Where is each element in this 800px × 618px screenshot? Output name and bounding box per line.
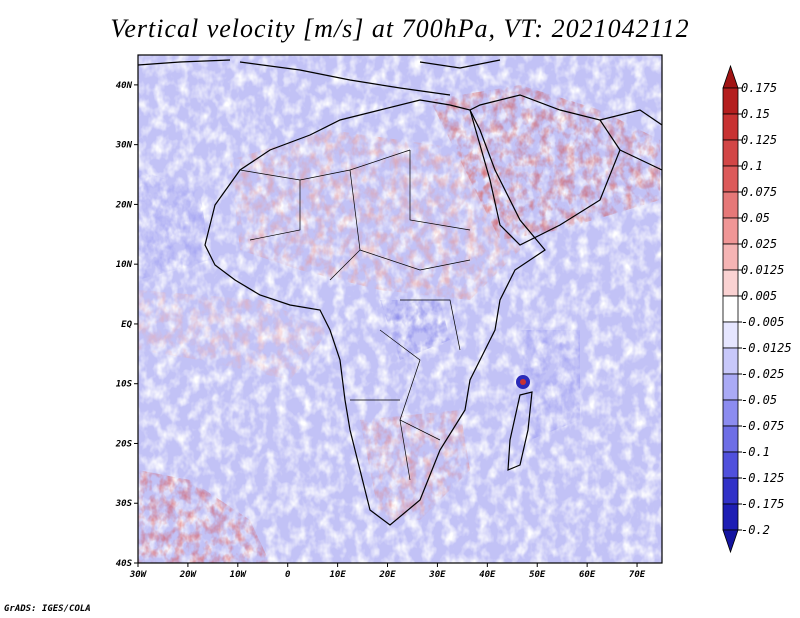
x-tick-label: 60E	[579, 570, 596, 580]
colorbar-swatch	[722, 373, 739, 401]
x-tick-label: 40E	[479, 570, 496, 580]
colorbar-swatch	[722, 139, 739, 167]
x-tick-label: 70E	[629, 570, 646, 580]
colorbar-swatch	[722, 503, 739, 531]
madagascar-coastline	[507, 391, 533, 471]
arabia-coastline	[469, 94, 621, 246]
colorbar-label: -0.05	[741, 393, 777, 407]
colorbar-swatch	[722, 191, 739, 219]
descent-region-indian-ocean	[520, 330, 580, 440]
colorbar-swatch	[722, 217, 739, 245]
y-tick-label: 30S	[115, 499, 133, 509]
colorbar-swatch	[722, 477, 739, 505]
y-tick-label: 40N	[116, 81, 133, 91]
colorbar-swatch	[722, 87, 739, 115]
colorbar-label: 0.0125	[741, 263, 784, 277]
x-tick-label: 20W	[179, 570, 198, 580]
colorbar-swatch	[722, 321, 739, 349]
colorbar: 0.175 0.15 0.125 0.1 0.075 0.05 0.025 0.0125 0.0…	[722, 64, 792, 554]
colorbar-label: -0.125	[741, 471, 784, 485]
colorbar-label: 0.1	[741, 159, 763, 173]
ascent-region-sahel	[230, 130, 520, 300]
x-tick-label: 10W	[230, 570, 248, 580]
asia-coastline	[599, 109, 662, 171]
colorbar-label: -0.2	[741, 523, 770, 537]
colorbar-label: -0.025	[741, 367, 784, 381]
y-tick-label: 10S	[116, 380, 133, 390]
x-axis: 30W 20W 10W 0 10E 20E 30E 40E 50E 60E 70E	[129, 563, 646, 580]
x-tick-label: 30E	[428, 570, 446, 580]
colorbar-swatch	[722, 347, 739, 375]
iberia-coastline	[138, 59, 231, 66]
colorbar-bottom-arrow	[722, 529, 739, 554]
colorbar-label: -0.175	[741, 497, 784, 511]
colorbar-label: -0.005	[741, 315, 784, 329]
descent-region-east-atlantic	[138, 170, 210, 280]
x-tick-label: 10E	[329, 570, 346, 580]
colorbar-swatch	[722, 165, 739, 193]
y-tick-label: 10N	[116, 260, 133, 270]
colorbar-label: 0.005	[741, 289, 777, 303]
colorbar-top-arrow	[722, 64, 739, 89]
colorbar-label: 0.05	[741, 211, 770, 225]
colorbar-label: 0.175	[741, 81, 777, 95]
colorbar-swatch	[722, 243, 739, 271]
colorbar-swatch	[722, 425, 739, 453]
x-tick-label: 50E	[529, 570, 546, 580]
colorbar-label: 0.025	[741, 237, 777, 251]
y-axis: 40N 30N 20N 10N EQ 10S 20S 30S 40S	[115, 81, 138, 569]
colorbar-swatch	[722, 451, 739, 479]
y-tick-label: 30N	[115, 141, 133, 151]
y-tick-label: 20S	[115, 439, 133, 449]
colorbar-label: -0.075	[741, 419, 784, 433]
vortex-core	[520, 379, 526, 385]
colorbar-label: 0.15	[741, 107, 770, 121]
colorbar-label: -0.0125	[741, 341, 792, 355]
credit-label: GrADS: IGES/COLA	[4, 604, 91, 614]
descent-region-congo	[380, 300, 450, 360]
coastlines	[138, 59, 662, 526]
country-borders	[239, 149, 471, 481]
colorbar-swatch	[722, 295, 739, 323]
plot-frame	[137, 54, 663, 564]
y-tick-label: EQ	[121, 320, 132, 330]
field-shading	[138, 55, 662, 563]
map-title: Vertical velocity [m/s] at 700hPa, VT: 2…	[110, 14, 690, 43]
mediterranean-coastline	[239, 59, 501, 96]
colorbar-label: -0.1	[741, 445, 770, 459]
x-tick-label: 20E	[378, 570, 396, 580]
africa-coastline	[204, 99, 546, 526]
x-tick-label: 30W	[129, 570, 148, 580]
x-tick-label: 0	[285, 570, 291, 580]
colorbar-label: 0.075	[741, 185, 777, 199]
colorbar-label: 0.125	[741, 133, 777, 147]
y-tick-label: 40S	[116, 559, 133, 569]
ascent-region-south-atlantic	[138, 470, 270, 563]
colorbar-swatch	[722, 269, 739, 297]
ascent-region-gulf-guinea	[138, 290, 330, 380]
colorbar-swatch	[722, 399, 739, 427]
colorbar-swatch	[722, 113, 739, 141]
y-tick-label: 20N	[115, 200, 133, 210]
ascent-region-south-africa	[360, 410, 470, 520]
